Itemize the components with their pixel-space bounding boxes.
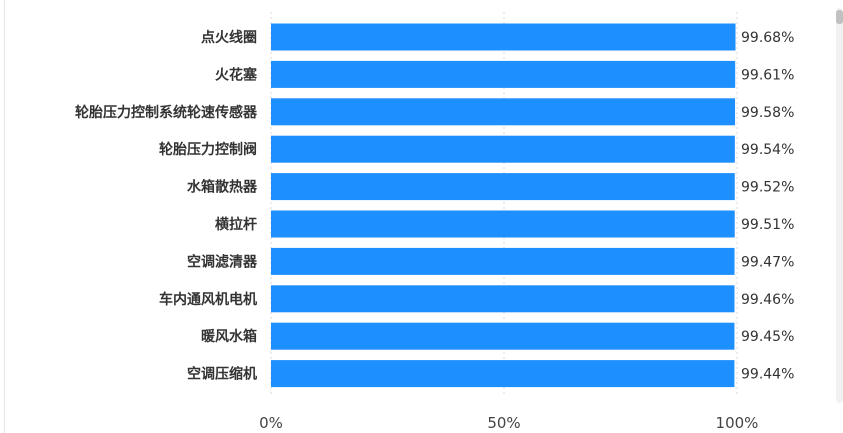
- value-label: 99.46%: [741, 292, 794, 308]
- value-label: 99.61%: [741, 67, 794, 83]
- bar[interactable]: [271, 360, 735, 388]
- x-tick-label: 0%: [259, 414, 283, 432]
- category-label: 车内通风机电机: [159, 291, 257, 308]
- category-label: 暖风水箱: [201, 328, 257, 345]
- x-tick-label: 50%: [487, 414, 520, 432]
- vertical-scrollbar[interactable]: [836, 8, 843, 403]
- category-label: 火花塞: [215, 66, 258, 83]
- value-label: 99.68%: [741, 30, 794, 46]
- bar[interactable]: [271, 173, 735, 201]
- category-label: 横拉杆: [215, 216, 257, 233]
- bar[interactable]: [271, 23, 736, 51]
- value-label: 99.52%: [741, 180, 794, 196]
- value-label: 99.47%: [741, 254, 794, 270]
- bar[interactable]: [271, 247, 735, 275]
- bar[interactable]: [271, 285, 735, 313]
- scrollbar-thumb[interactable]: [836, 10, 843, 24]
- bar[interactable]: [271, 135, 735, 163]
- bar[interactable]: [271, 210, 735, 238]
- bar[interactable]: [271, 98, 736, 126]
- bar[interactable]: [271, 322, 735, 350]
- bar[interactable]: [271, 60, 736, 88]
- value-label: 99.44%: [741, 367, 794, 383]
- category-label: 点火线圈: [201, 29, 257, 46]
- category-label: 水箱散热器: [187, 179, 258, 196]
- category-label: 轮胎压力控制阀: [159, 141, 257, 158]
- category-label: 轮胎压力控制系统轮速传感器: [75, 104, 258, 121]
- x-tick-label: 100%: [716, 414, 759, 432]
- category-label: 空调滤清器: [187, 253, 258, 270]
- value-label: 99.51%: [741, 217, 794, 233]
- value-label: 99.58%: [741, 105, 794, 121]
- value-label: 99.54%: [741, 142, 794, 158]
- value-label: 99.45%: [741, 329, 794, 345]
- category-label: 空调压缩机: [187, 366, 257, 383]
